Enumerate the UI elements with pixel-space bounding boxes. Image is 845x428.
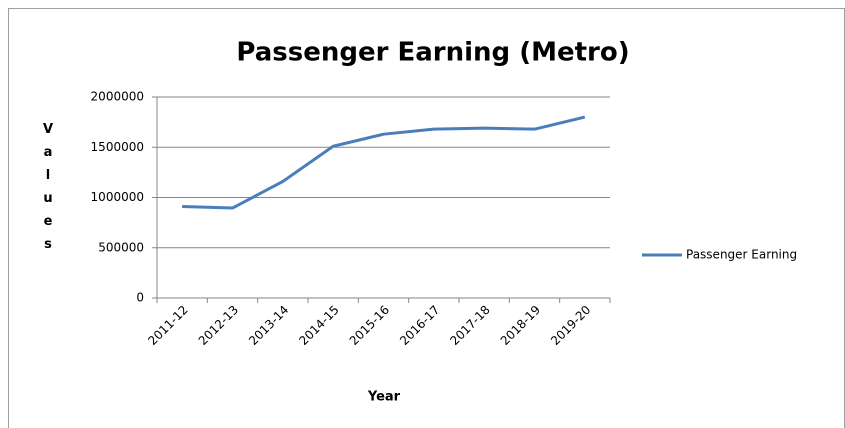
y-tick-label: 1000000 xyxy=(91,190,144,204)
line-series xyxy=(182,115,586,210)
x-tick-label: 2019-20 xyxy=(548,303,593,348)
y-tick-label: 0 xyxy=(136,291,144,305)
x-axis-title: Year xyxy=(367,390,401,405)
x-tick-label: 2018-19 xyxy=(498,303,543,348)
x-tick-label: 2014-15 xyxy=(296,303,341,348)
y-tick-label: 1500000 xyxy=(91,140,144,154)
x-tick-label: 2012-13 xyxy=(196,303,241,348)
x-tick-label: 2016-17 xyxy=(397,303,442,348)
y-tick-label: 500000 xyxy=(98,240,144,254)
y-tick-label: 2000000 xyxy=(91,90,144,104)
chart-frame xyxy=(8,8,845,428)
x-tick-label: 2017-18 xyxy=(447,303,492,348)
x-tick-label: 2011-12 xyxy=(145,303,190,348)
chart-title: Passenger Earning (Metro) xyxy=(236,38,629,68)
x-tick-label: 2013-14 xyxy=(246,303,291,348)
x-tick-label: 2015-16 xyxy=(347,303,392,348)
legend-label: Passenger Earning xyxy=(686,248,797,262)
y-axis-title: Values xyxy=(41,122,56,260)
